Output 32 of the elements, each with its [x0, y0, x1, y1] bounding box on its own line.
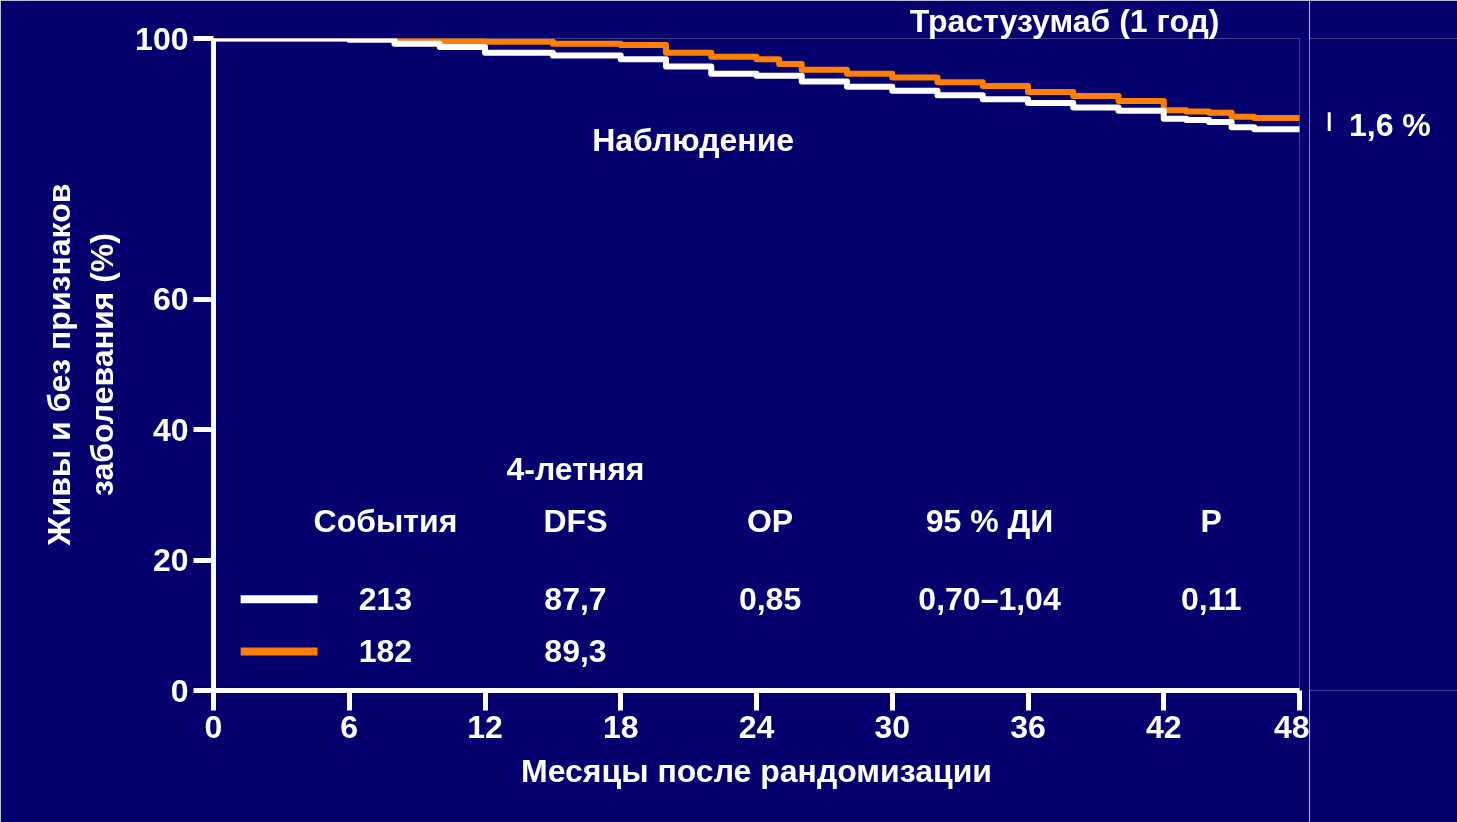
y-tick-label: 100 [135, 20, 189, 57]
annotation: События [313, 502, 458, 539]
annotation: 182 [358, 633, 413, 670]
x-tick-label: 48 [1273, 708, 1310, 745]
annotation: 0,85 [738, 581, 802, 618]
y-tick-label: 60 [152, 281, 189, 318]
series-label: Трастузумаб (1 год) [909, 2, 1220, 39]
y-tick-label: 20 [152, 542, 189, 579]
x-axis-title: Месяцы после рандомизации [521, 752, 992, 789]
annotation: 213 [358, 581, 413, 618]
x-tick-label: 24 [738, 708, 775, 745]
x-tick-label: 18 [602, 708, 639, 745]
annotation: 95 % ДИ [925, 502, 1054, 539]
x-tick-label: 30 [874, 708, 911, 745]
x-tick-label: 6 [340, 708, 359, 745]
annotation: ОР [746, 502, 794, 539]
x-tick-label: 42 [1145, 708, 1182, 745]
y-tick-label: 0 [170, 672, 189, 709]
annotation: DFS [543, 502, 608, 539]
annotation: 1,6 % [1348, 106, 1431, 143]
y-axis-title: Живы и без признаков заболевания (%) [40, 183, 121, 547]
x-tick-label: 36 [1010, 708, 1046, 745]
annotation: 87,7 [544, 581, 607, 618]
annotation: 0,70–1,04 [918, 581, 1061, 618]
x-tick-label: 0 [204, 708, 223, 745]
annotation: Р [1200, 502, 1222, 539]
annotation: 4-летняя [506, 450, 645, 487]
y-tick-label: 40 [152, 411, 189, 448]
series-label: Наблюдение [592, 121, 795, 158]
annotation: 89,3 [544, 633, 607, 670]
x-tick-label: 12 [467, 708, 503, 745]
annotation: 0,11 [1181, 581, 1242, 618]
